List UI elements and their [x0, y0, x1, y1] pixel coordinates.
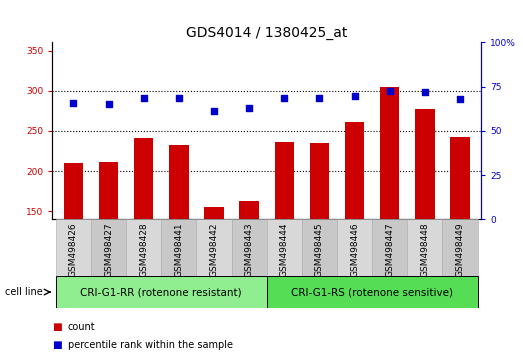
Point — [420, 90, 429, 95]
Bar — [372, 219, 407, 276]
Bar — [197, 219, 232, 276]
Text: cell line: cell line — [5, 287, 43, 297]
Text: GSM498427: GSM498427 — [104, 222, 113, 277]
Bar — [407, 219, 442, 276]
Text: GSM498445: GSM498445 — [315, 222, 324, 277]
Text: GSM498446: GSM498446 — [350, 222, 359, 277]
Text: GSM498448: GSM498448 — [420, 222, 429, 277]
Bar — [161, 219, 197, 276]
Point — [69, 100, 77, 105]
Point — [105, 101, 113, 107]
Bar — [99, 162, 118, 219]
Bar — [64, 163, 83, 219]
Point — [350, 93, 359, 98]
Text: CRI-G1-RR (rotenone resistant): CRI-G1-RR (rotenone resistant) — [81, 287, 242, 297]
Point — [456, 96, 464, 102]
Bar — [204, 207, 224, 219]
Bar — [134, 138, 153, 219]
Point — [210, 108, 218, 114]
Text: GSM498449: GSM498449 — [456, 222, 464, 277]
Bar — [450, 137, 470, 219]
Point — [315, 95, 324, 101]
Bar — [240, 201, 259, 219]
Point — [175, 95, 183, 101]
Bar — [267, 276, 477, 308]
Text: GSM498428: GSM498428 — [139, 222, 148, 277]
Text: GSM498426: GSM498426 — [69, 222, 78, 277]
Bar — [56, 276, 267, 308]
Point — [140, 95, 148, 101]
Bar — [169, 145, 188, 219]
Bar — [267, 219, 302, 276]
Text: GSM498442: GSM498442 — [210, 222, 219, 277]
Bar — [275, 142, 294, 219]
Bar — [56, 219, 91, 276]
Bar — [126, 219, 161, 276]
Title: GDS4014 / 1380425_at: GDS4014 / 1380425_at — [186, 26, 347, 40]
Bar — [345, 122, 365, 219]
Bar — [302, 219, 337, 276]
Bar — [310, 143, 329, 219]
Text: percentile rank within the sample: percentile rank within the sample — [68, 340, 233, 350]
Bar — [337, 219, 372, 276]
Text: ■: ■ — [52, 340, 62, 350]
Point — [245, 105, 253, 110]
Point — [385, 88, 394, 93]
Text: GSM498441: GSM498441 — [174, 222, 184, 277]
Bar — [380, 87, 400, 219]
Bar — [415, 109, 435, 219]
Bar — [232, 219, 267, 276]
Bar — [91, 219, 126, 276]
Text: GSM498443: GSM498443 — [245, 222, 254, 277]
Text: count: count — [68, 322, 96, 332]
Text: GSM498444: GSM498444 — [280, 222, 289, 277]
Bar — [442, 219, 477, 276]
Point — [280, 95, 289, 101]
Text: ■: ■ — [52, 322, 62, 332]
Text: GSM498447: GSM498447 — [385, 222, 394, 277]
Text: CRI-G1-RS (rotenone sensitive): CRI-G1-RS (rotenone sensitive) — [291, 287, 453, 297]
